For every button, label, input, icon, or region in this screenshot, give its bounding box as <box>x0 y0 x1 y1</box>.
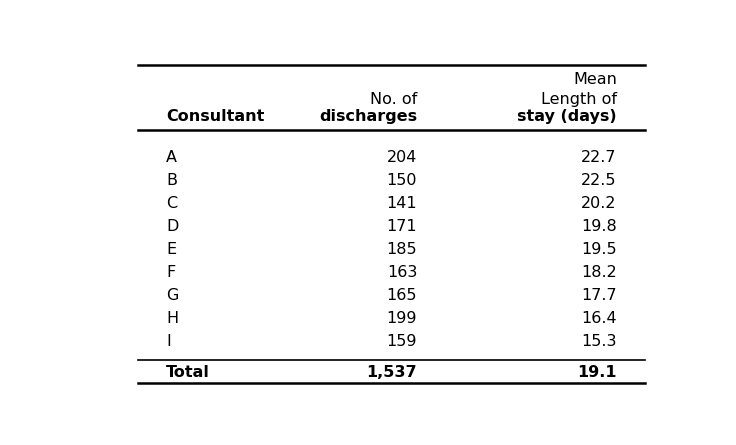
Text: discharges: discharges <box>319 109 417 124</box>
Text: A: A <box>166 150 177 166</box>
Text: No. of: No. of <box>370 92 417 107</box>
Text: 185: 185 <box>386 242 417 257</box>
Text: 19.1: 19.1 <box>577 365 617 380</box>
Text: C: C <box>166 196 177 211</box>
Text: 1,537: 1,537 <box>367 365 417 380</box>
Text: Total: Total <box>166 365 210 380</box>
Text: stay (days): stay (days) <box>517 109 617 124</box>
Text: 150: 150 <box>386 174 417 188</box>
Text: 199: 199 <box>386 311 417 326</box>
Text: E: E <box>166 242 177 257</box>
Text: D: D <box>166 219 179 234</box>
Text: G: G <box>166 288 179 303</box>
Text: 18.2: 18.2 <box>581 265 617 280</box>
Text: 22.7: 22.7 <box>581 150 617 166</box>
Text: H: H <box>166 311 178 326</box>
Text: 15.3: 15.3 <box>581 334 617 349</box>
Text: B: B <box>166 174 177 188</box>
Text: 19.8: 19.8 <box>581 219 617 234</box>
Text: 204: 204 <box>386 150 417 166</box>
Text: Length of: Length of <box>541 92 617 107</box>
Text: 20.2: 20.2 <box>581 196 617 211</box>
Text: 16.4: 16.4 <box>581 311 617 326</box>
Text: F: F <box>166 265 175 280</box>
Text: 159: 159 <box>386 334 417 349</box>
Text: 17.7: 17.7 <box>581 288 617 303</box>
Text: Mean: Mean <box>573 72 617 87</box>
Text: 165: 165 <box>386 288 417 303</box>
Text: Consultant: Consultant <box>166 109 264 124</box>
Text: 171: 171 <box>386 219 417 234</box>
Text: 19.5: 19.5 <box>581 242 617 257</box>
Text: 22.5: 22.5 <box>581 174 617 188</box>
Text: 163: 163 <box>386 265 417 280</box>
Text: 141: 141 <box>386 196 417 211</box>
Text: I: I <box>166 334 171 349</box>
